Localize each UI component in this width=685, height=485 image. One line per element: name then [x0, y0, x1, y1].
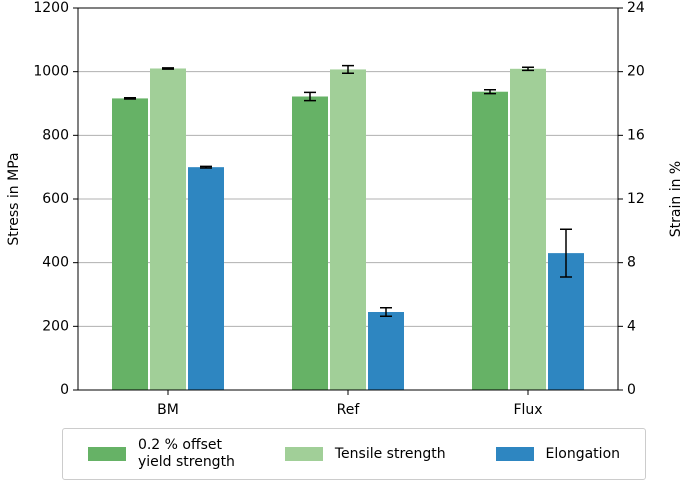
y2-tick-label: 12: [627, 191, 645, 207]
y2-tick-label: 20: [627, 64, 645, 80]
error-bar: [522, 66, 534, 72]
legend-label: 0.2 % offset yield strength: [137, 437, 235, 470]
y2-tick-label: 0: [627, 382, 636, 398]
legend-label: Elongation: [545, 445, 621, 462]
legend-item: 0.2 % offset yield strength: [87, 437, 235, 471]
y2-tick-label: 16: [627, 127, 645, 143]
legend-item: Tensile strength: [284, 445, 446, 463]
error-bar: [484, 89, 496, 95]
y-tick-label: 400: [42, 255, 69, 271]
y-tick-label: 800: [42, 127, 69, 143]
y-tick-label: 0: [60, 382, 69, 398]
y-tick-label: 1000: [33, 64, 69, 80]
y-tick-label: 200: [42, 318, 69, 334]
bar: [188, 167, 224, 390]
legend-label: Tensile strength: [334, 445, 446, 462]
y2-tick-label: 24: [627, 0, 645, 16]
error-bar: [200, 165, 212, 169]
legend-swatch: [495, 447, 534, 461]
error-bar: [162, 67, 174, 70]
error-bar: [560, 228, 572, 278]
error-bar: [380, 306, 392, 318]
y-tick-label: 1200: [33, 0, 69, 16]
legend: 0.2 % offset yield strength Tensile stren…: [62, 428, 646, 480]
x-tick-label: Flux: [513, 402, 542, 418]
legend-item: Elongation: [495, 445, 621, 463]
bar: [150, 68, 186, 390]
error-bar: [124, 97, 136, 100]
error-bar: [304, 91, 316, 102]
y2-tick-label: 8: [627, 255, 636, 271]
bar: [292, 96, 328, 390]
error-bar: [342, 64, 354, 75]
chart: Stress in MPa Strain in % 02004006008001…: [6, 0, 684, 418]
y2-tick-label: 4: [627, 318, 636, 334]
x-tick-label: BM: [157, 402, 179, 418]
y-tick-label: 600: [42, 191, 69, 207]
y-axis-label: Stress in MPa: [6, 152, 22, 245]
bar: [510, 68, 546, 390]
bar: [472, 91, 508, 390]
y2-axis-label: Strain in %: [668, 161, 684, 237]
x-tick-label: Ref: [337, 402, 361, 418]
bar: [368, 312, 404, 390]
bar: [330, 69, 366, 391]
legend-swatch: [87, 447, 126, 461]
plot-frame: [77, 7, 619, 391]
legend-swatch: [284, 447, 323, 461]
bar: [112, 98, 148, 390]
